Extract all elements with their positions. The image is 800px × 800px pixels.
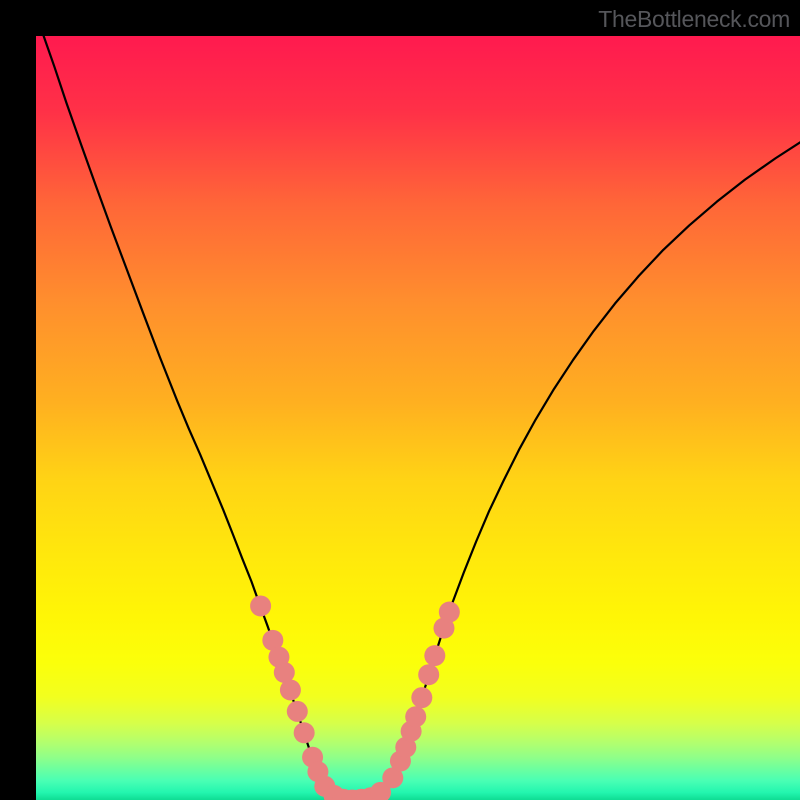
gradient-background (36, 36, 800, 800)
watermark-text: TheBottleneck.com (598, 6, 790, 33)
plot-area (36, 36, 800, 800)
